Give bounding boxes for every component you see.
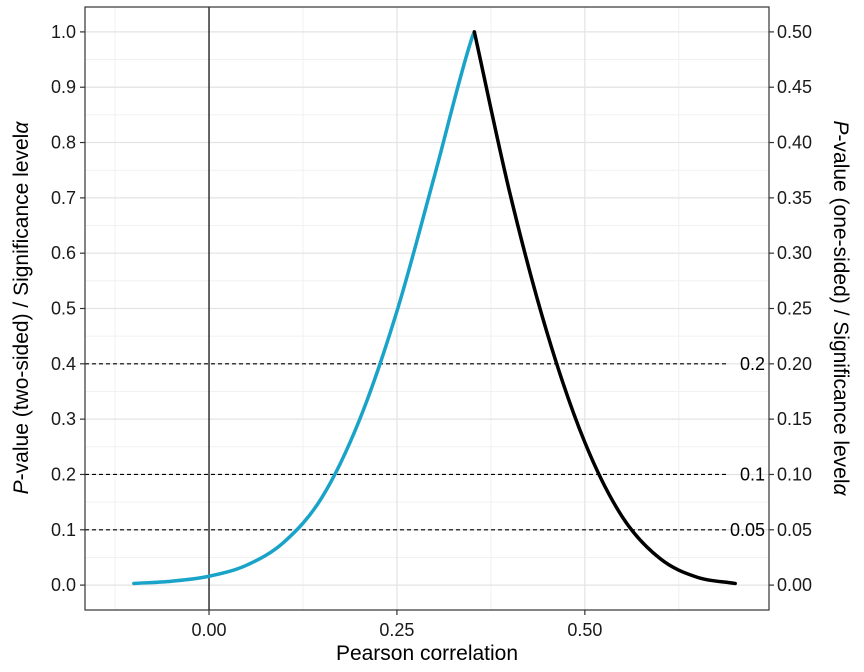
- y-left-tick-label: 0.8: [51, 133, 76, 153]
- reference-lines: [85, 363, 727, 531]
- y-left-tick-label: 0.2: [51, 464, 76, 484]
- y-right-tick-label: 0.30: [777, 243, 812, 263]
- x-axis-ticks: 0.00 0.25 0.50: [191, 610, 602, 640]
- y-right-axis-title: P-value (one-sided) / Significance level…: [829, 120, 852, 496]
- reference-line-labels: 0.2 0.1 0.05: [730, 354, 765, 540]
- reference-line-label: 0.1: [740, 464, 765, 484]
- y-left-tick-label: 0.4: [51, 354, 76, 374]
- y-right-tick-label: 0.25: [777, 299, 812, 319]
- y-left-tick-label: 0.7: [51, 188, 76, 208]
- y-left-tick-label: 0.0: [51, 575, 76, 595]
- reference-line-label: 0.2: [740, 354, 765, 374]
- y-right-tick-label: 0.40: [777, 133, 812, 153]
- y-left-tick-label: 0.6: [51, 243, 76, 263]
- series-line-1: [472, 30, 737, 586]
- y-right-tick-label: 0.10: [777, 464, 812, 484]
- y-right-axis-ticks: 0.00 0.05 0.10 0.15 0.20 0.25 0.30 0.35 0.40 0.45…: [769, 22, 812, 595]
- y-right-tick-label: 0.00: [777, 575, 812, 595]
- y-left-axis-ticks: 0.0 0.1 0.2 0.3 0.4 0.5 0.6 0.7 0.8 0.9 1.0: [51, 22, 85, 595]
- x-axis-title: Pearson correlation: [336, 642, 518, 665]
- y-left-tick-label: 1.0: [51, 22, 76, 42]
- y-left-axis-title: P-value (two-sided) / Significance level…: [10, 121, 33, 495]
- y-left-tick-label: 0.3: [51, 409, 76, 429]
- y-right-tick-label: 0.35: [777, 188, 812, 208]
- y-right-tick-label: 0.05: [777, 520, 812, 540]
- series-lines: [132, 30, 737, 586]
- y-right-tick-label: 0.15: [777, 409, 812, 429]
- y-right-tick-label: 0.45: [777, 77, 812, 97]
- y-right-tick-label: 0.20: [777, 354, 812, 374]
- series-line-0: [132, 30, 477, 586]
- x-tick-label: 0.00: [191, 620, 226, 640]
- y-left-tick-label: 0.9: [51, 77, 76, 97]
- y-left-tick-label: 0.5: [51, 299, 76, 319]
- x-tick-label: 0.50: [567, 620, 602, 640]
- reference-line-label: 0.05: [730, 520, 765, 540]
- x-tick-label: 0.25: [379, 620, 414, 640]
- y-left-tick-label: 0.1: [51, 520, 76, 540]
- y-right-tick-label: 0.50: [777, 22, 812, 42]
